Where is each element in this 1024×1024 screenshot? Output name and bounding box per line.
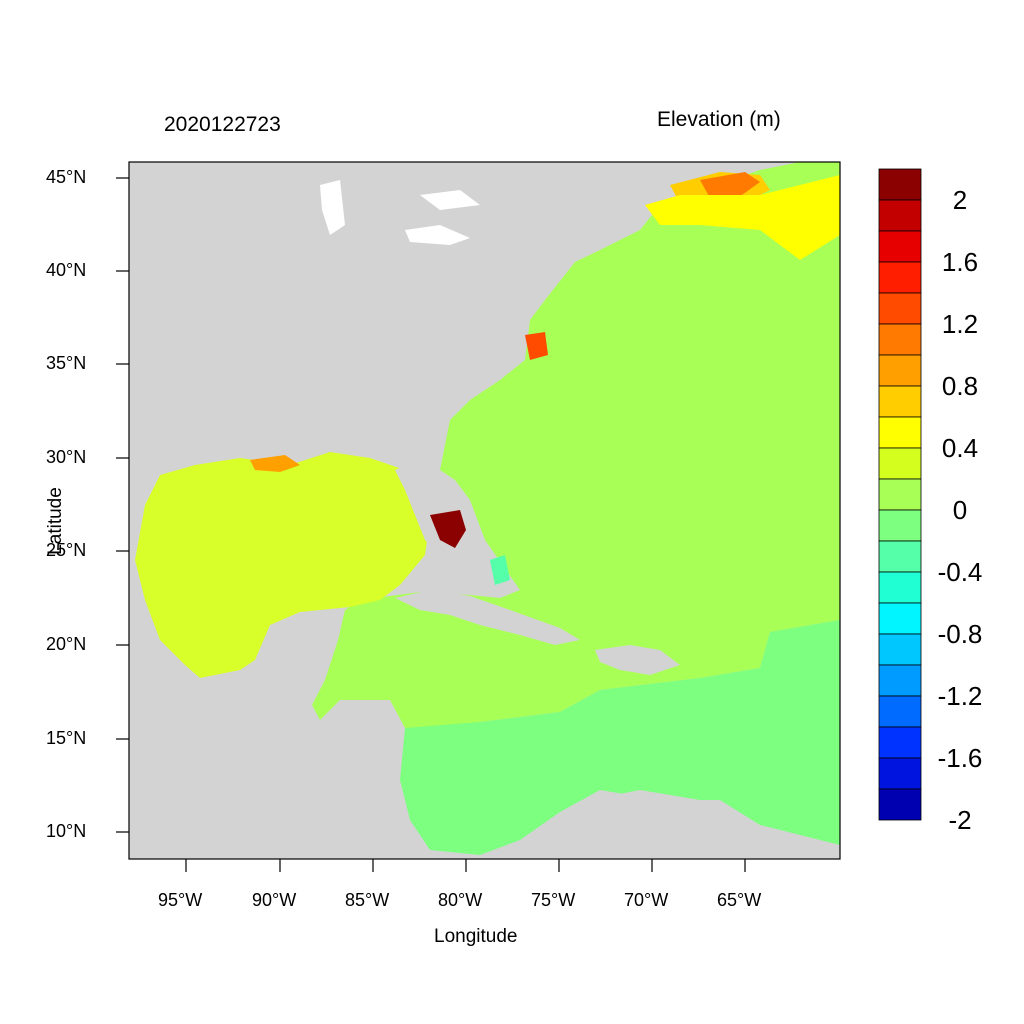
colorbar-swatch [878, 323, 922, 356]
y-tick-label: 40°N [46, 260, 87, 280]
great-lakes [320, 180, 480, 245]
colorbar-swatch [878, 385, 922, 418]
x-tick-label: 80°W [438, 890, 483, 910]
colorbar-swatch [878, 788, 922, 821]
colorbar-swatch [878, 757, 922, 790]
x-tick-label: 70°W [624, 890, 669, 910]
cuba-land [395, 590, 580, 645]
colorbar-swatch [878, 447, 922, 480]
colorbar-swatch [878, 261, 922, 294]
colorbar-label: -2 [948, 805, 972, 835]
colorbar-swatch [878, 571, 922, 604]
colorbar-swatch [878, 540, 922, 573]
yucatan-land [270, 610, 345, 705]
colorbar-label: 0.8 [941, 371, 979, 401]
colorbar-swatch [878, 230, 922, 263]
timestamp-title: 2020122723 [164, 113, 281, 136]
y-tick-label: 35°N [46, 353, 87, 373]
x-axis-ticks [185, 859, 746, 872]
colorbar-swatch [878, 168, 922, 201]
colorbar-swatch [878, 416, 922, 449]
colorbar-label: 1.2 [941, 309, 979, 339]
gulf-of-mexico [135, 452, 430, 678]
florida-surge [430, 510, 466, 548]
x-tick-label: 65°W [717, 890, 762, 910]
colorbar [878, 168, 922, 821]
map-field [129, 162, 840, 859]
y-tick-label: 20°N [46, 634, 87, 654]
variable-title: Elevation (m) [657, 108, 781, 131]
colorbar-label: -1.6 [937, 743, 983, 773]
colorbar-swatch [878, 664, 922, 697]
gulf-of-maine-surge [700, 172, 760, 200]
colorbar-label: 1.6 [941, 247, 979, 277]
colorbar-swatch [878, 726, 922, 759]
gulf-coast-surge [250, 455, 300, 472]
colorbar-label: -0.8 [937, 619, 983, 649]
y-tick-label: 45°N [46, 167, 87, 187]
colorbar-label: 0.4 [941, 433, 979, 463]
hispaniola-land [595, 645, 680, 675]
colorbar-swatch [878, 292, 922, 325]
colorbar-swatch [878, 509, 922, 542]
x-axis-label: Longitude [434, 926, 518, 947]
south-america-land [560, 790, 840, 859]
atlantic-ocean [312, 162, 840, 730]
colorbar-swatch [878, 695, 922, 728]
colorbar-swatch [878, 354, 922, 387]
y-tick-label: 30°N [46, 447, 87, 467]
bahamas-low [490, 555, 510, 585]
x-tick-label: 90°W [252, 890, 297, 910]
x-tick-label: 75°W [531, 890, 576, 910]
colorbar-swatch [878, 602, 922, 635]
colorbar-label: -1.2 [937, 681, 983, 711]
colorbar-label: 2 [952, 185, 968, 215]
y-tick-label: 15°N [46, 728, 87, 748]
y-tick-label: 25°N [46, 540, 87, 560]
carolina-surge [525, 332, 548, 360]
y-tick-label: 10°N [46, 821, 87, 841]
colorbar-label: -0.4 [937, 557, 983, 587]
colorbar-swatch [878, 199, 922, 232]
y-axis-ticks [116, 177, 129, 833]
colorbar-swatch [878, 633, 922, 666]
plot-frame [128, 161, 841, 860]
caribbean-south [400, 620, 840, 855]
x-tick-label: 95°W [158, 890, 203, 910]
colorbar-swatch [878, 478, 922, 511]
northeast-band [645, 175, 840, 260]
colorbar-label: 0 [952, 495, 968, 525]
x-tick-label: 85°W [345, 890, 390, 910]
